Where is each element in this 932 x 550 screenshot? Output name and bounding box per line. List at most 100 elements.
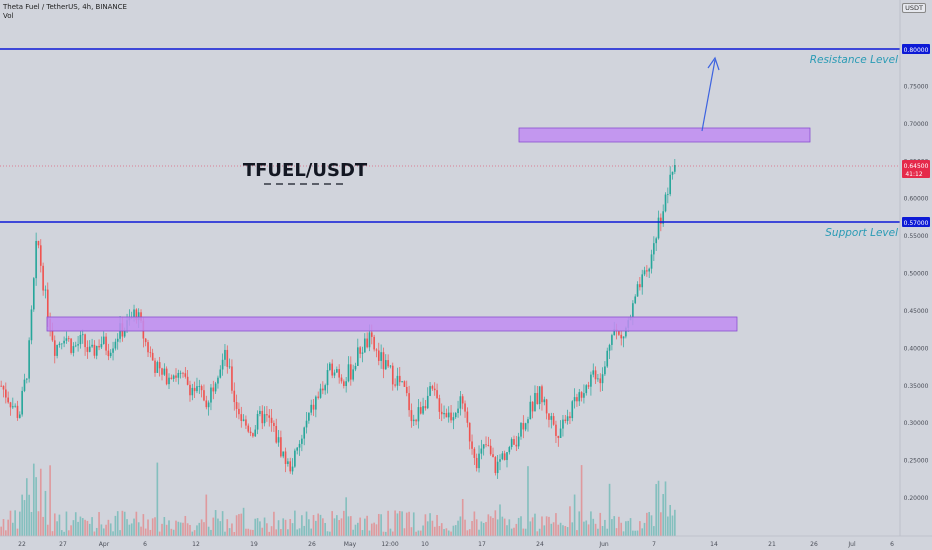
candle-body [557,435,560,438]
candle-body [224,349,226,360]
volume-bar [398,511,401,536]
volume-bar [643,522,646,536]
volume-bar [440,523,443,536]
volume-bar [396,513,399,536]
volume-bar [454,525,457,536]
candle-body [604,366,606,375]
candle-body [356,347,359,366]
breakout-zone[interactable] [518,127,811,143]
x-tick-label: 12:00 [381,541,398,548]
candle-body [380,352,382,361]
volume-bar [28,494,30,536]
candle-body [63,340,65,344]
candle-body [147,342,149,353]
volume-bar [550,523,553,536]
candle-body [669,174,671,195]
volume-bar [123,511,126,536]
candle-body [440,411,443,415]
volume-bar [599,512,602,536]
volume-bar [12,522,14,536]
volume-bar [158,531,161,536]
candle-body [545,399,548,414]
candle-body [109,352,112,357]
volume-bar [102,528,105,536]
candle-body [350,364,352,380]
candle-body [2,385,5,390]
candle-body [531,401,534,412]
volume-bar [429,513,431,536]
volume-bar [408,511,410,536]
candle-body [256,413,259,430]
volume-bar [606,528,609,536]
candle-body [438,398,441,412]
candle-body [88,346,91,352]
volume-bar [214,510,217,536]
volume-bar [478,529,480,536]
volume-bar [506,525,508,536]
candle-body [597,378,599,380]
volume-bar [275,529,278,536]
volume-bar [359,517,361,536]
candle-body [156,362,159,373]
candle-body [527,419,529,424]
volume-bar [667,516,669,536]
candle-body [9,402,12,408]
candle-body [508,447,511,453]
volume-bar [336,515,338,536]
candle-body [277,437,280,443]
volume-bar [81,518,84,536]
volume-bar [142,514,145,536]
candle-body [347,364,350,382]
candle-body [60,343,63,345]
candle-body [494,457,497,474]
candle-body [429,386,431,396]
candle-body [636,284,639,297]
volume-bar [634,530,637,536]
volume-bar [438,526,441,536]
volume-bar [144,528,147,536]
y-tick-label: 0.55000 [904,233,929,240]
volume-bar [492,517,494,536]
candle-body [210,387,212,403]
candle-body [247,425,250,432]
volume-bar [597,528,599,536]
volume-bar [156,462,159,536]
candle-body [294,450,296,467]
candle-body [401,381,403,383]
candle-body [555,424,557,436]
candle-body [620,334,623,339]
chart-header: Theta Fuel / TetherUS, 4h, BINANCE Vol [3,3,127,21]
candle-body [259,410,261,414]
candle-body [319,388,322,398]
zones-layer [46,127,811,332]
volume-bar [480,521,483,536]
candle-body [566,416,569,421]
candle-body [664,194,667,212]
target-arrow[interactable] [701,56,720,132]
candle-body [396,375,399,386]
chart-title: TFUEL/USDT [243,160,368,181]
candle-body [25,378,28,380]
volume-bar [527,466,529,536]
volume-bar [464,519,466,536]
x-tick-label: Jun [598,541,609,548]
demand-zone[interactable] [46,316,738,332]
candle-body [338,369,340,378]
candle-body [594,370,597,380]
volume-bar [193,530,196,536]
candle-body [447,412,450,418]
candle-body [74,345,77,347]
quote-currency-button[interactable]: USDT [902,3,926,13]
volume-bar [373,522,375,536]
volume-bar [268,531,271,536]
candle-body [18,414,21,418]
candle-body [179,372,182,374]
y-tick-label: 0.30000 [904,420,929,427]
candle-body [550,416,553,420]
volume-bar [632,530,634,536]
candle-body [326,370,329,386]
volume-bar [333,518,336,536]
volume-bar [21,494,23,536]
candle-body [79,334,82,345]
